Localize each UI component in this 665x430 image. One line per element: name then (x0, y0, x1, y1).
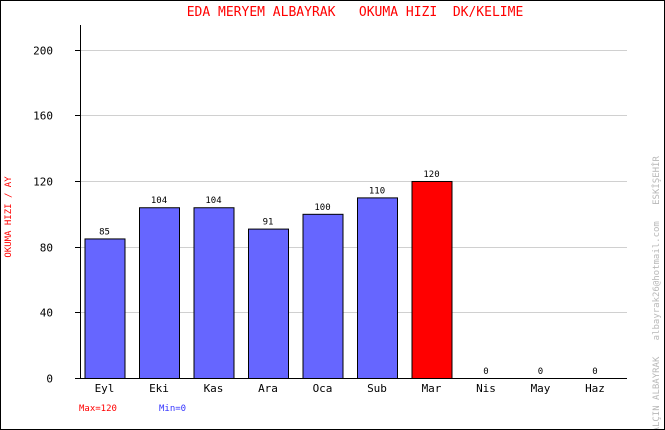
bar-value-label: 0 (592, 367, 597, 377)
credit-text: YALÇIN ALBAYRAK albayrak26@hotmail.com E… (651, 156, 662, 429)
bar-mar (411, 180, 453, 379)
bar-eki (139, 207, 180, 379)
min-label: Min=0 (159, 404, 186, 414)
bar-value-label: 110 (369, 186, 385, 196)
y-tick-label: 0 (46, 373, 53, 386)
y-tick-label: 120 (33, 176, 53, 189)
x-axis-ticks: Eyl Eki Kas Ara Oca Sub Mar Nis May Haz (95, 382, 605, 395)
y-tick-label: 80 (40, 242, 53, 255)
x-tick-label: Nis (476, 382, 496, 395)
bar-value-label: 85 (99, 227, 110, 237)
x-tick-label: Oca (313, 382, 333, 395)
x-tick-label: May (531, 382, 551, 395)
bar-value-label: 0 (538, 367, 543, 377)
bars: 85 104 104 91 100 110 120 0 0 0 (84, 170, 598, 379)
bar-value-label: 120 (423, 170, 439, 180)
y-axis-ticks: 0 40 80 120 160 200 (33, 45, 80, 386)
bar-value-label: 104 (205, 196, 221, 206)
y-axis-label: OKUMA HIZI / AY (4, 176, 14, 258)
x-tick-label: Sub (367, 382, 387, 395)
bar-sub (357, 197, 398, 379)
x-tick-label: Kas (204, 382, 224, 395)
bar-eyl (84, 238, 126, 379)
bar-value-label: 100 (314, 203, 330, 213)
x-tick-label: Haz (585, 382, 605, 395)
bar-oca (302, 213, 344, 379)
max-label: Max=120 (79, 404, 117, 414)
x-tick-label: Eyl (95, 382, 115, 395)
bar-ara (248, 228, 289, 379)
bar-value-label: 91 (263, 218, 274, 228)
chart-title: EDA MERYEM ALBAYRAK OKUMA HIZI DK/KELIME (187, 5, 524, 20)
y-tick-label: 200 (33, 45, 53, 58)
y-tick-label: 40 (40, 307, 53, 320)
x-tick-label: Mar (422, 382, 442, 395)
y-tick-label: 160 (33, 110, 53, 123)
x-tick-label: Eki (149, 382, 169, 395)
bar-value-label: 0 (483, 367, 488, 377)
bar-kas (193, 207, 235, 379)
x-tick-label: Ara (258, 382, 278, 395)
bar-value-label: 104 (151, 196, 167, 206)
